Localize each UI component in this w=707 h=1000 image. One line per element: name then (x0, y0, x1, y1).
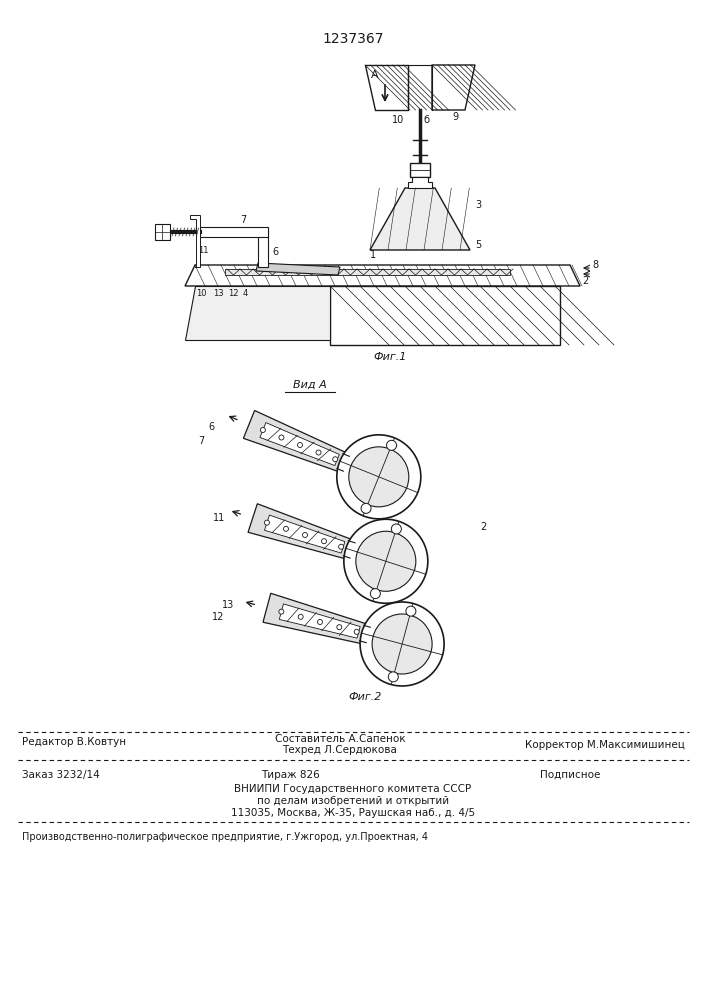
Polygon shape (370, 188, 470, 250)
Text: А: А (371, 70, 379, 80)
Text: 4: 4 (243, 289, 248, 298)
Text: 7: 7 (240, 215, 246, 225)
Text: Редактор В.Ковтун: Редактор В.Ковтун (22, 737, 126, 747)
Text: 13: 13 (213, 289, 223, 298)
Circle shape (337, 625, 341, 630)
Circle shape (279, 435, 284, 440)
Text: Производственно-полиграфическое предприятие, г.Ужгород, ул.Проектная, 4: Производственно-полиграфическое предприя… (22, 832, 428, 842)
Text: Тираж 826: Тираж 826 (261, 770, 320, 780)
Text: 6: 6 (208, 422, 214, 432)
FancyBboxPatch shape (410, 163, 430, 177)
Polygon shape (225, 269, 510, 275)
Polygon shape (258, 230, 268, 267)
Polygon shape (279, 604, 360, 638)
Circle shape (279, 609, 284, 614)
Circle shape (344, 519, 428, 603)
Circle shape (322, 539, 327, 544)
Polygon shape (243, 410, 350, 473)
Circle shape (303, 532, 308, 538)
Text: Подписное: Подписное (540, 770, 600, 780)
Circle shape (284, 526, 288, 531)
Polygon shape (190, 215, 200, 267)
Text: 7: 7 (198, 436, 204, 446)
Text: Фиг.1: Фиг.1 (373, 352, 407, 362)
Text: Фиг.2: Фиг.2 (349, 692, 382, 702)
Circle shape (349, 447, 409, 507)
Text: 12: 12 (228, 289, 238, 298)
Text: 2: 2 (480, 522, 486, 532)
Text: 113035, Москва, Ж-35, Раушская наб., д. 4/5: 113035, Москва, Ж-35, Раушская наб., д. … (231, 808, 475, 818)
Text: Техред Л.Сердюкова: Техред Л.Сердюкова (283, 745, 397, 755)
Circle shape (406, 606, 416, 616)
Text: Заказ 3232/14: Заказ 3232/14 (22, 770, 100, 780)
Text: 12: 12 (212, 612, 224, 622)
Circle shape (354, 629, 359, 634)
Text: 3: 3 (475, 200, 481, 210)
Text: ВНИИПИ Государственного комитета СССР: ВНИИПИ Государственного комитета СССР (235, 784, 472, 794)
Circle shape (387, 440, 397, 450)
Polygon shape (248, 504, 356, 560)
Text: б: б (423, 115, 429, 125)
Circle shape (333, 457, 338, 462)
Circle shape (361, 503, 371, 513)
Text: 11: 11 (198, 246, 209, 255)
Text: 1: 1 (370, 250, 376, 260)
Circle shape (317, 619, 322, 624)
Text: 13: 13 (222, 600, 234, 610)
Polygon shape (185, 265, 580, 286)
Polygon shape (260, 423, 339, 466)
Polygon shape (365, 65, 408, 110)
Text: Составитель А.Сапенок: Составитель А.Сапенок (275, 734, 405, 744)
Text: Корректор М.Максимишинец: Корректор М.Максимишинец (525, 740, 685, 750)
Circle shape (360, 602, 444, 686)
Circle shape (339, 544, 344, 549)
Polygon shape (408, 177, 432, 188)
Text: 8: 8 (592, 260, 598, 270)
Polygon shape (330, 286, 560, 345)
Circle shape (372, 614, 432, 674)
Circle shape (316, 450, 321, 455)
Circle shape (264, 520, 269, 525)
Text: 10: 10 (196, 289, 206, 298)
Circle shape (388, 672, 398, 682)
Polygon shape (155, 224, 170, 240)
Text: 9: 9 (452, 112, 458, 122)
Circle shape (392, 524, 402, 534)
Text: 10: 10 (392, 115, 404, 125)
Polygon shape (264, 515, 345, 553)
Circle shape (298, 442, 303, 448)
Polygon shape (185, 286, 330, 340)
Text: по делам изобретений и открытий: по делам изобретений и открытий (257, 796, 449, 806)
Polygon shape (256, 263, 340, 275)
Circle shape (356, 531, 416, 591)
Text: 1237367: 1237367 (322, 32, 384, 46)
Circle shape (370, 589, 380, 599)
Text: 6: 6 (272, 247, 278, 257)
Text: 5: 5 (475, 240, 481, 250)
Circle shape (337, 435, 421, 519)
Polygon shape (263, 593, 371, 645)
Circle shape (260, 428, 265, 433)
Polygon shape (432, 65, 475, 110)
Circle shape (298, 614, 303, 619)
Text: 11: 11 (213, 513, 226, 523)
Polygon shape (200, 227, 268, 237)
Text: 2: 2 (582, 276, 588, 286)
Text: Вид А: Вид А (293, 380, 327, 390)
